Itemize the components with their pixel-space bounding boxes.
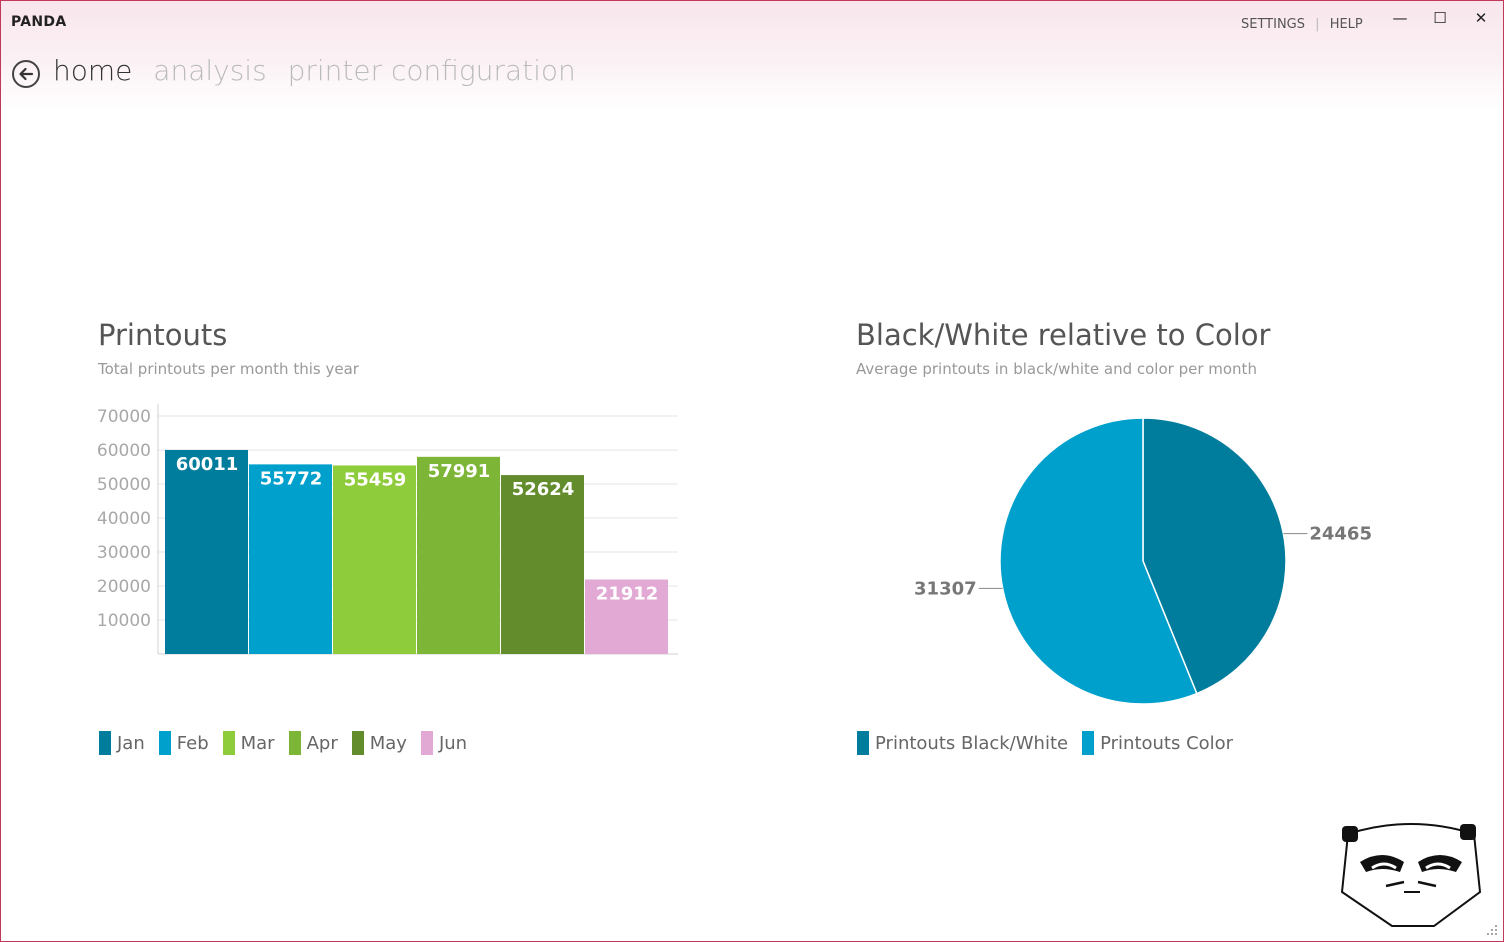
pie-value-label: 31307 bbox=[914, 578, 977, 599]
legend-entry-jan: Jan bbox=[99, 731, 145, 755]
ratio-chart-title: Black/White relative to Color bbox=[856, 318, 1271, 352]
resize-grip-icon[interactable] bbox=[1486, 924, 1498, 936]
printouts-chart-title: Printouts bbox=[98, 318, 228, 352]
bar-jan bbox=[165, 449, 248, 654]
help-link[interactable]: HELP bbox=[1329, 17, 1363, 32]
link-separator: | bbox=[1315, 17, 1320, 32]
legend-label-color: Printouts Color bbox=[1100, 732, 1234, 754]
legend-swatch-mar bbox=[222, 731, 235, 755]
bar-value-label: 60011 bbox=[176, 454, 239, 475]
close-icon: ✕ bbox=[1474, 9, 1488, 27]
bar-value-label: 55459 bbox=[344, 469, 407, 490]
maximize-icon: ☐ bbox=[1433, 9, 1447, 27]
settings-link[interactable]: SETTINGS bbox=[1241, 17, 1306, 32]
ratio-legend: Printouts Black/White Printouts Color bbox=[857, 731, 1247, 755]
legend-label-may: May bbox=[369, 732, 407, 754]
legend-label-apr: Apr bbox=[306, 732, 338, 754]
legend-swatch-may bbox=[351, 731, 364, 755]
nav-item-analysis[interactable]: analysis bbox=[153, 54, 267, 87]
pie-value-label: 24465 bbox=[1309, 524, 1372, 545]
legend-label-jun: Jun bbox=[438, 732, 468, 754]
bar-value-label: 21912 bbox=[596, 583, 659, 604]
bar-apr bbox=[417, 456, 500, 654]
nav-item-home[interactable]: home bbox=[53, 54, 133, 87]
printouts-chart-subtitle: Total printouts per month this year bbox=[98, 360, 359, 378]
header-band bbox=[1, 1, 1503, 111]
legend-label-feb: Feb bbox=[176, 732, 209, 754]
main-nav: home analysis printer configuration bbox=[53, 54, 588, 87]
y-tick-label: 10000 bbox=[97, 611, 151, 631]
legend-swatch-jun bbox=[420, 731, 433, 755]
bar-value-label: 52624 bbox=[512, 479, 575, 500]
top-links: SETTINGS | HELP bbox=[1241, 17, 1363, 32]
minimize-button[interactable]: — bbox=[1385, 6, 1415, 30]
y-tick-label: 30000 bbox=[97, 543, 151, 563]
y-tick-label: 20000 bbox=[97, 577, 151, 597]
bar-value-label: 55772 bbox=[260, 468, 323, 489]
legend-swatch-apr bbox=[288, 731, 301, 755]
printouts-legend: Jan Feb Mar Apr May Jun bbox=[99, 731, 481, 755]
back-button[interactable] bbox=[12, 60, 40, 88]
bar-feb bbox=[249, 464, 332, 654]
legend-entry-bw: Printouts Black/White bbox=[857, 731, 1068, 755]
legend-entry-may: May bbox=[351, 731, 407, 755]
legend-entry-mar: Mar bbox=[222, 731, 275, 755]
legend-entry-color: Printouts Color bbox=[1082, 731, 1233, 755]
bar-jun bbox=[585, 579, 668, 654]
ratio-chart-subtitle: Average printouts in black/white and col… bbox=[856, 360, 1257, 378]
close-button[interactable]: ✕ bbox=[1466, 6, 1496, 30]
bar-value-label: 57991 bbox=[428, 461, 491, 482]
legend-swatch-bw bbox=[857, 731, 869, 755]
y-tick-label: 50000 bbox=[97, 475, 151, 495]
bar-may bbox=[501, 475, 584, 654]
arrow-left-icon bbox=[19, 67, 34, 81]
legend-label-bw: Printouts Black/White bbox=[875, 732, 1069, 754]
legend-swatch-feb bbox=[158, 731, 171, 755]
legend-swatch-jan bbox=[99, 731, 111, 755]
legend-entry-apr: Apr bbox=[288, 731, 338, 755]
maximize-button[interactable]: ☐ bbox=[1425, 6, 1455, 30]
y-tick-label: 60000 bbox=[97, 441, 151, 461]
legend-label-jan: Jan bbox=[117, 732, 145, 754]
y-tick-label: 40000 bbox=[97, 509, 151, 529]
legend-swatch-color bbox=[1082, 731, 1095, 755]
pie-slice-color bbox=[999, 417, 1198, 705]
bar-mar bbox=[333, 465, 416, 654]
app-title: PANDA bbox=[11, 14, 67, 30]
panda-face-icon bbox=[1340, 823, 1482, 927]
legend-entry-jun: Jun bbox=[420, 731, 468, 755]
nav-item-printer-configuration[interactable]: printer configuration bbox=[287, 54, 576, 87]
legend-entry-feb: Feb bbox=[158, 731, 209, 755]
legend-label-mar: Mar bbox=[240, 732, 275, 754]
y-tick-label: 70000 bbox=[97, 407, 151, 427]
minimize-icon: — bbox=[1392, 9, 1408, 27]
